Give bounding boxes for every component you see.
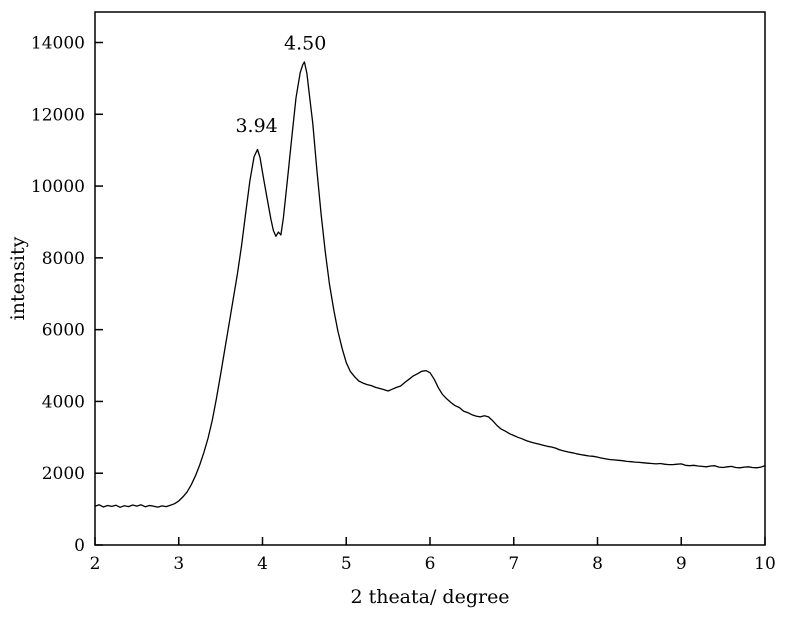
x-tick-label: 4 (257, 554, 268, 574)
y-tick-label: 8000 (42, 249, 85, 269)
peak-annotation: 3.94 (235, 115, 277, 137)
axes (94, 11, 766, 546)
tick-labels: 2 3 4 5 6 7 8 9 10 0 2000 4000 6000 8000 10000 12000 140… (31, 34, 776, 574)
y-tick-label: 14000 (31, 34, 85, 54)
y-tick-label: 2000 (42, 464, 85, 484)
y-tick-label: 12000 (31, 105, 85, 125)
x-tick-label: 3 (173, 554, 184, 574)
x-tick-label: 7 (508, 554, 519, 574)
x-axis-label: 2 theata/ degree (350, 586, 509, 608)
y-tick-label: 10000 (31, 177, 85, 197)
y-tick-label: 6000 (42, 321, 85, 341)
tick-marks (94, 41, 766, 546)
x-tick-label: 9 (676, 554, 687, 574)
x-tick-label: 2 (90, 554, 101, 574)
y-axis-label: intensity (7, 236, 29, 320)
x-tick-label: 5 (341, 554, 352, 574)
peak-annotation: 4.50 (284, 33, 326, 55)
y-tick-label: 0 (74, 536, 85, 556)
y-tick-label: 4000 (42, 392, 85, 412)
xrd-intensity-line (94, 61, 766, 508)
x-tick-label: 8 (592, 554, 603, 574)
x-tick-label: 6 (425, 554, 436, 574)
x-tick-label: 10 (754, 554, 776, 574)
plot-frame (94, 11, 766, 546)
